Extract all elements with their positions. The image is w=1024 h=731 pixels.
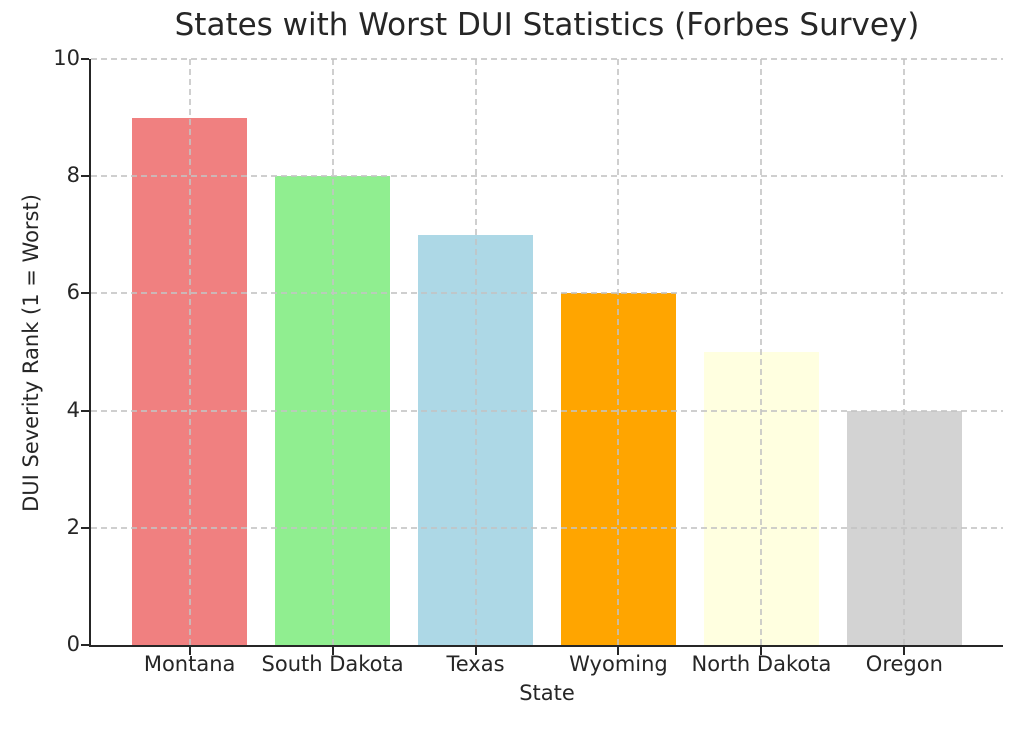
y-tick-label: 4 <box>66 397 80 422</box>
y-tick <box>81 526 89 529</box>
v-gridline <box>188 59 191 645</box>
x-tick-label: Oregon <box>865 652 943 676</box>
y-tick <box>81 409 89 412</box>
v-gridline <box>760 59 763 645</box>
x-tick <box>474 647 477 655</box>
chart-title: States with Worst DUI Statistics (Forbes… <box>174 7 920 43</box>
x-tick-label: Montana <box>143 652 236 676</box>
x-tick <box>903 647 906 655</box>
v-gridline <box>903 59 906 645</box>
x-tick <box>617 647 620 655</box>
v-gridline <box>617 59 620 645</box>
x-tick-label: Wyoming <box>569 652 668 676</box>
x-tick-label: North Dakota <box>691 652 832 676</box>
x-tick-label: South Dakota <box>261 652 404 676</box>
v-gridline <box>474 59 477 645</box>
x-tick <box>188 647 191 655</box>
y-tick-label: 0 <box>66 632 80 656</box>
x-tick <box>331 647 334 655</box>
y-tick <box>81 175 89 178</box>
h-gridline <box>91 409 1003 412</box>
left-spine <box>89 59 91 647</box>
y-tick-label: 2 <box>66 514 80 539</box>
x-tick <box>760 647 763 655</box>
bottom-spine <box>89 645 1003 647</box>
h-gridline <box>91 175 1003 178</box>
v-gridline <box>331 59 334 645</box>
y-tick-label: 10 <box>53 46 80 70</box>
y-tick <box>81 292 89 295</box>
y-tick <box>81 644 89 646</box>
y-tick <box>81 58 89 60</box>
y-tick-label: 8 <box>66 163 80 188</box>
h-gridline <box>91 292 1003 295</box>
h-gridline <box>91 526 1003 529</box>
h-gridline <box>91 58 1003 60</box>
y-tick-label: 6 <box>66 280 80 305</box>
x-axis-label: State <box>519 681 575 705</box>
x-tick-label: Texas <box>446 652 505 676</box>
